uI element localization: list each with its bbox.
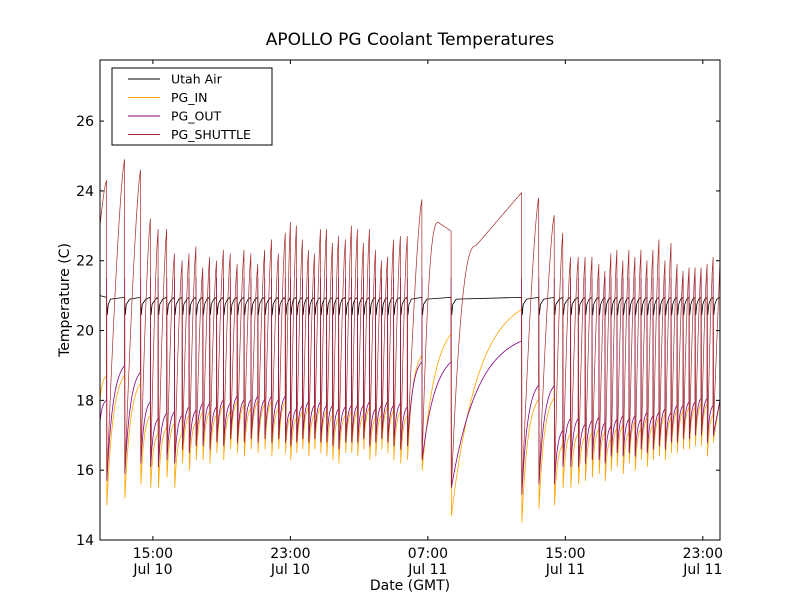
chart-title: APOLLO PG Coolant Temperatures	[266, 30, 555, 50]
legend-box	[111, 67, 273, 146]
series-pg-out-line	[100, 277, 720, 496]
x-tick-label-date: Jul 11	[682, 562, 722, 578]
x-tick-label-time: 15:00	[133, 546, 173, 562]
legend-label: PG_OUT	[171, 109, 221, 124]
x-tick-label-date: Jul 10	[132, 562, 172, 578]
series-pg-in-line	[100, 295, 720, 523]
legend-label: PG_SHUTTLE	[171, 127, 251, 142]
y-axis: 14 16 18 20 22 24 26	[76, 114, 720, 549]
y-tick-label: 14	[76, 533, 94, 549]
y-tick-label: 16	[76, 463, 94, 479]
x-axis-label: Date (GMT)	[370, 578, 450, 594]
x-tick-label-time: 15:00	[545, 546, 585, 562]
legend: Utah Air PG_IN PG_OUT PG_SHUTTLE	[111, 67, 273, 146]
y-tick-label: 26	[76, 114, 94, 130]
series-pg-shuttle-line	[100, 159, 720, 495]
x-tick-label-date: Jul 11	[545, 562, 585, 578]
y-tick-label: 20	[76, 324, 94, 340]
legend-label: PG_IN	[171, 90, 208, 105]
y-tick-label: 24	[76, 184, 94, 200]
series-layer	[100, 159, 720, 523]
x-tick-label-date: Jul 10	[270, 562, 310, 578]
y-tick-label: 22	[76, 254, 94, 270]
legend-label: Utah Air	[171, 72, 223, 87]
x-tick-label-date: Jul 11	[407, 562, 447, 578]
plot-frame	[99, 59, 721, 541]
y-tick-label: 18	[76, 393, 94, 409]
x-tick-label-time: 07:00	[408, 546, 448, 562]
y-axis-label: Temperature (C)	[57, 243, 73, 358]
x-tick-label-time: 23:00	[270, 546, 310, 562]
x-tick-label-time: 23:00	[683, 546, 723, 562]
